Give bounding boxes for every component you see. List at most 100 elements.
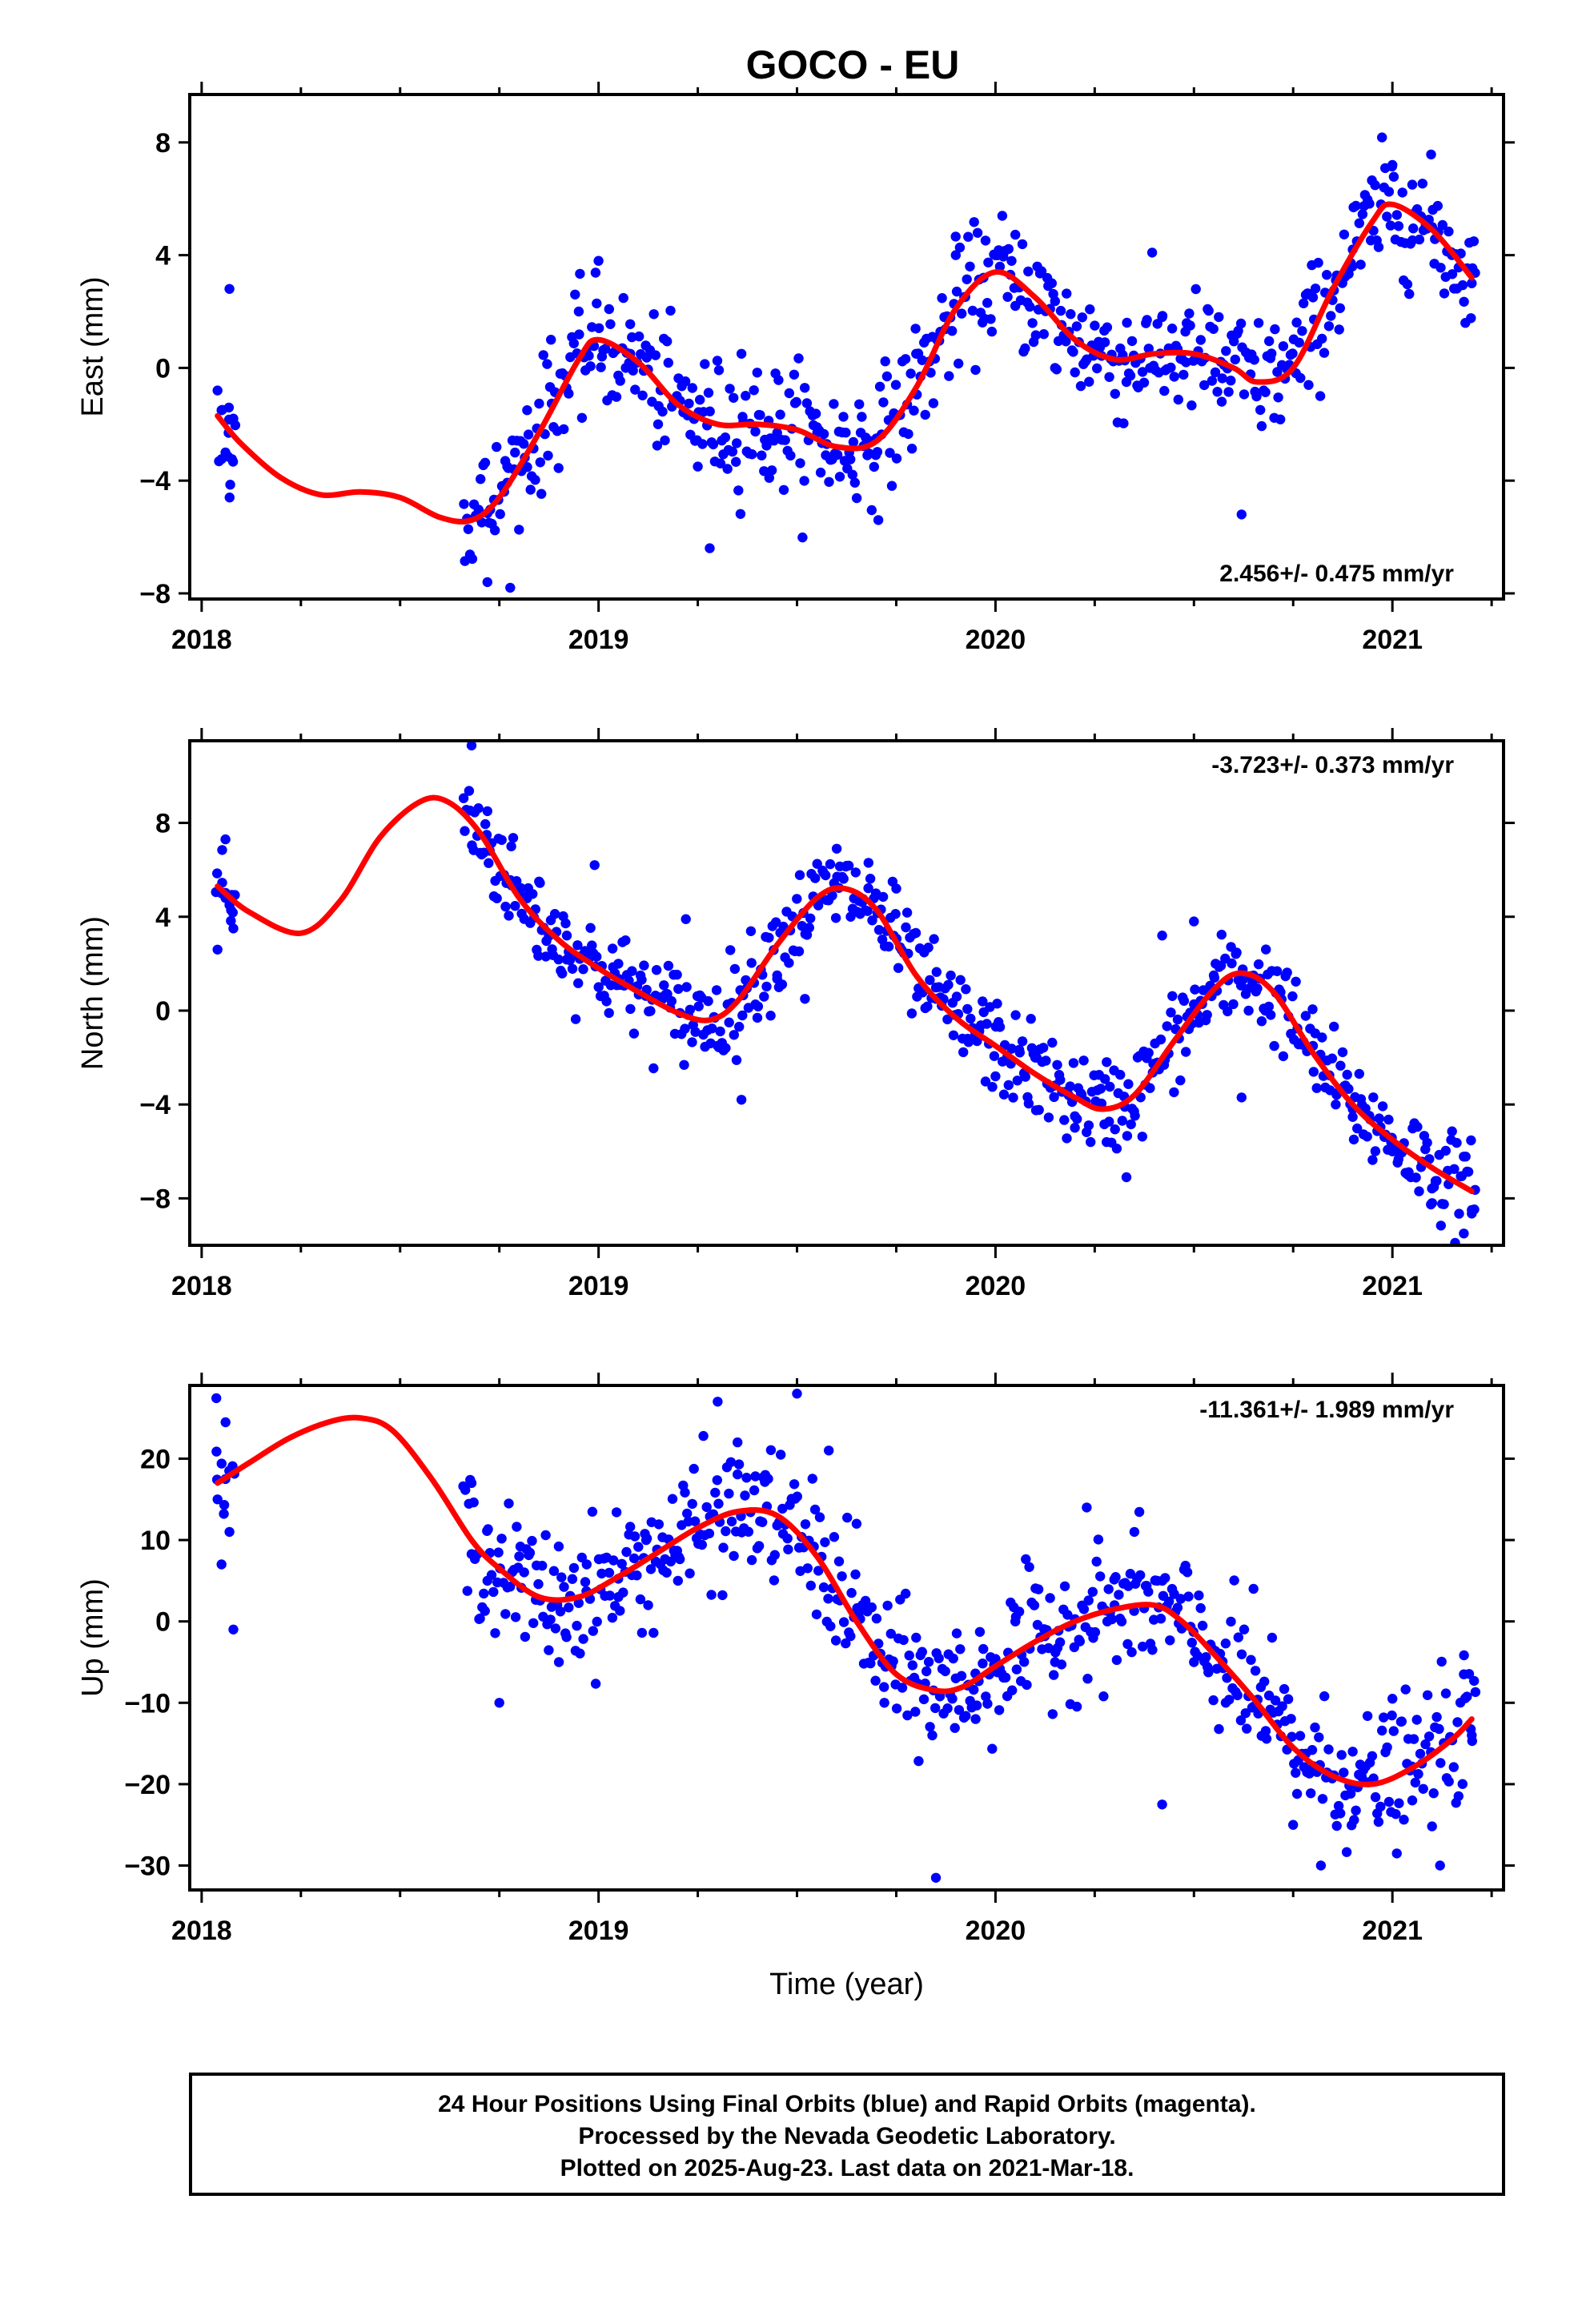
up-data-point (865, 1658, 876, 1669)
east-data-point (660, 435, 670, 446)
up-data-point (514, 1551, 524, 1562)
east-data-point (965, 261, 975, 271)
east-data-point (1249, 355, 1259, 365)
up-data-point (1074, 1636, 1086, 1647)
up-data-point (604, 1590, 615, 1601)
east-plot-area (212, 132, 1480, 593)
east-data-point (463, 524, 474, 534)
up-data-point (590, 1679, 601, 1689)
east-data-point (1185, 320, 1195, 331)
up-data-point (479, 1588, 489, 1599)
north-data-point (1010, 1010, 1021, 1020)
up-data-point (1428, 1788, 1439, 1799)
east-data-point (657, 406, 668, 417)
up-data-point (724, 1488, 734, 1499)
east-data-point (535, 457, 545, 468)
east-ylabel: East (mm) (76, 276, 110, 416)
north-data-point (510, 901, 520, 911)
north-data-point (958, 1047, 969, 1058)
up-data-point (807, 1474, 817, 1484)
north-data-point (1102, 1057, 1112, 1068)
up-ylabel: Up (mm) (76, 1578, 110, 1697)
east-data-point (1226, 376, 1236, 386)
up-data-point (830, 1635, 841, 1646)
east-data-point (1055, 305, 1066, 316)
east-data-point (611, 392, 622, 402)
north-data-point (1335, 1060, 1346, 1071)
east-data-point (1186, 400, 1197, 411)
north-data-point (713, 1040, 723, 1051)
east-data-point (1166, 362, 1176, 373)
east-data-point (947, 326, 958, 336)
east-frame (188, 93, 1505, 601)
east-data-point (1030, 330, 1042, 340)
north-data-point (473, 803, 484, 814)
east-data-point (1143, 344, 1154, 354)
up-data-point (496, 1534, 507, 1544)
east-data-point (839, 456, 850, 466)
north-data-point (753, 1001, 764, 1012)
north-data-point (1460, 1152, 1471, 1162)
up-data-point (1295, 1731, 1306, 1741)
east-data-point (1138, 377, 1150, 388)
up-data-point (1331, 1820, 1342, 1831)
up-data-point (1434, 1723, 1444, 1735)
up-data-point (733, 1437, 743, 1448)
north-data-point (648, 1063, 659, 1074)
east-data-point (522, 405, 532, 416)
east-data-point (502, 461, 512, 472)
north-data-point (492, 893, 502, 903)
east-data-point (1303, 380, 1314, 390)
up-data-point (969, 1684, 979, 1695)
north-data-point (1175, 1075, 1186, 1086)
north-data-point (992, 999, 1002, 1009)
up-xlabel: Time (year) (769, 1968, 924, 2001)
east-data-point (543, 450, 553, 461)
up-data-point (556, 1572, 567, 1582)
up-data-point (1415, 1748, 1426, 1759)
north-data-point (1166, 1007, 1176, 1018)
east-data-point (700, 359, 710, 369)
north-data-point (533, 951, 544, 961)
north-data-point (1439, 1199, 1449, 1209)
footer-frame (189, 2073, 1505, 2196)
north-data-point (1337, 1047, 1348, 1058)
east-data-point (769, 436, 779, 446)
up-data-point (1422, 1690, 1433, 1700)
east-data-point (1387, 159, 1398, 171)
east-data-point (1322, 270, 1332, 280)
up-data-point (1114, 1590, 1124, 1600)
north-data-point (1427, 1198, 1438, 1208)
up-data-point (1277, 1701, 1287, 1711)
east-data-point (1335, 303, 1346, 313)
up-data-point (1083, 1595, 1094, 1606)
east-data-point (1239, 389, 1250, 400)
north-data-point (1291, 976, 1301, 987)
east-data-point (891, 453, 902, 464)
up-data-point (216, 1458, 227, 1469)
up-data-point (1242, 1723, 1252, 1734)
up-data-point (629, 1531, 640, 1542)
north-data-point (729, 963, 741, 975)
north-data-point (1023, 1098, 1034, 1109)
north-data-point (850, 867, 861, 878)
north-data-point (1452, 1137, 1462, 1148)
up-data-point (1260, 1726, 1271, 1736)
east-data-point (1347, 261, 1358, 271)
up-data-point (1022, 1679, 1032, 1691)
up-data-point (704, 1528, 715, 1539)
north-fit-curve (215, 794, 1475, 1195)
up-data-point (846, 1587, 857, 1598)
north-plot-area (211, 741, 1480, 1245)
up-data-point (510, 1612, 521, 1622)
east-data-point (1267, 348, 1277, 359)
up-data-point (927, 1730, 938, 1741)
north-data-point (800, 994, 810, 1004)
north-data-point (1049, 1092, 1059, 1103)
up-data-point (1377, 1725, 1387, 1736)
up-data-point (789, 1479, 800, 1490)
north-data-point (466, 741, 477, 751)
north-data-point (593, 982, 604, 992)
north-data-point (693, 1001, 704, 1011)
up-data-point (1233, 1632, 1244, 1642)
